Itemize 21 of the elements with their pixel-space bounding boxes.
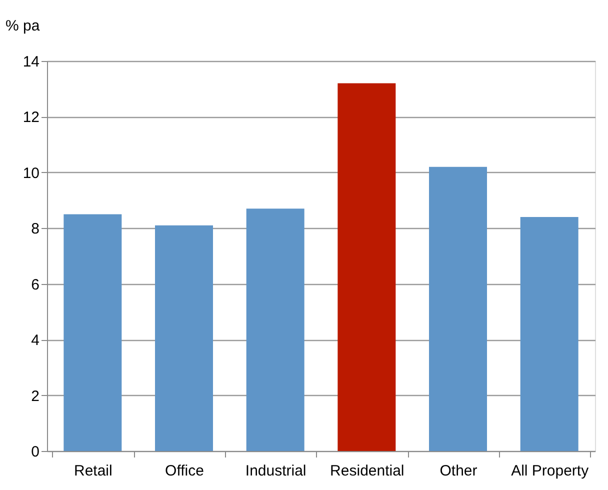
y-tick-label: 0 <box>31 444 40 460</box>
y-tick-label: 8 <box>31 220 40 238</box>
x-tick-label: All Property <box>511 462 590 480</box>
x-tick-label: Other <box>440 462 478 480</box>
y-tick-label: 2 <box>31 388 40 405</box>
y-axis-title: % pa <box>6 18 40 34</box>
bar <box>520 217 578 451</box>
bar <box>246 208 304 451</box>
y-tick-label: 4 <box>31 332 40 350</box>
x-tick-label: Retail <box>74 462 112 480</box>
bar <box>429 166 487 451</box>
y-tick-label: 6 <box>31 276 40 294</box>
y-tick-label: 14 <box>22 54 40 70</box>
y-tick-label: 10 <box>22 164 40 182</box>
bar <box>338 83 396 451</box>
bar <box>64 214 122 451</box>
x-tick-label: Industrial <box>245 462 306 480</box>
y-tick-label: 12 <box>22 109 40 126</box>
x-tick-label: Residential <box>330 462 404 480</box>
bar <box>155 225 213 451</box>
x-tick-label: Office <box>165 462 204 480</box>
